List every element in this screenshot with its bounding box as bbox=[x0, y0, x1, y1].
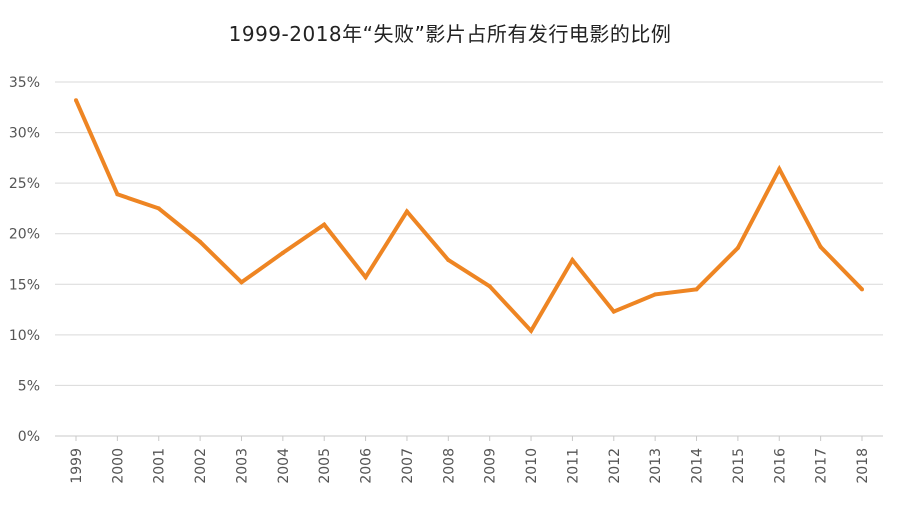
data-point bbox=[322, 222, 327, 227]
y-tick-label: 15% bbox=[9, 277, 40, 293]
data-point bbox=[653, 292, 658, 297]
data-point bbox=[115, 192, 120, 197]
y-tick-label: 10% bbox=[9, 328, 40, 344]
x-axis-ticks: 1999 2000 2001 2002 2003 2004 2005 2006 2007 2008… bbox=[69, 436, 871, 484]
x-tick-label: 1999 bbox=[69, 448, 85, 484]
grid-layer bbox=[55, 81, 883, 437]
x-tick-label: 2012 bbox=[607, 448, 623, 484]
data-point bbox=[570, 258, 575, 263]
data-point bbox=[404, 209, 409, 214]
x-tick-label: 2008 bbox=[441, 448, 457, 484]
chart-title: 1999-2018年“失败”影片占所有发行电影的比例 bbox=[228, 22, 672, 46]
x-tick-label: 2011 bbox=[565, 448, 581, 484]
x-tick-label: 2001 bbox=[152, 448, 168, 484]
data-point bbox=[529, 328, 534, 333]
x-tick-label: 2015 bbox=[731, 448, 747, 484]
x-tick-label: 2006 bbox=[359, 448, 375, 484]
series-layer bbox=[74, 98, 864, 335]
y-tick-label: 35% bbox=[9, 75, 40, 91]
y-axis-ticks: 0% 5% 10% 15% 20% 25% 30% 35% bbox=[9, 75, 40, 445]
data-point bbox=[198, 239, 203, 244]
data-point bbox=[487, 284, 492, 289]
data-point bbox=[611, 309, 616, 314]
x-tick-label: 2014 bbox=[690, 448, 706, 484]
data-point bbox=[860, 287, 864, 292]
x-tick-label: 2005 bbox=[317, 448, 333, 484]
data-point bbox=[363, 275, 368, 280]
data-point bbox=[156, 206, 161, 211]
x-tick-label: 2000 bbox=[110, 448, 126, 484]
data-point bbox=[280, 250, 285, 255]
x-tick-label: 2004 bbox=[276, 448, 292, 484]
y-tick-label: 30% bbox=[9, 126, 40, 142]
data-point bbox=[818, 244, 823, 249]
y-tick-label: 20% bbox=[9, 227, 40, 243]
x-tick-label: 2016 bbox=[772, 448, 788, 484]
x-tick-label: 2009 bbox=[483, 448, 499, 484]
data-point bbox=[239, 280, 244, 285]
data-point bbox=[446, 258, 451, 263]
data-point bbox=[735, 245, 740, 250]
y-tick-label: 0% bbox=[18, 429, 40, 445]
data-point bbox=[74, 98, 78, 103]
y-tick-label: 25% bbox=[9, 176, 40, 192]
x-tick-label: 2002 bbox=[193, 448, 209, 484]
x-tick-label: 2013 bbox=[648, 448, 664, 484]
data-point bbox=[777, 166, 782, 171]
x-tick-label: 2017 bbox=[814, 448, 830, 484]
series-line bbox=[74, 99, 864, 335]
data-point bbox=[694, 287, 699, 292]
y-tick-label: 5% bbox=[18, 378, 40, 394]
x-tick-label: 2003 bbox=[234, 448, 250, 484]
x-tick-label: 2018 bbox=[855, 448, 871, 484]
x-tick-label: 2007 bbox=[400, 448, 416, 484]
x-tick-label: 2010 bbox=[524, 448, 540, 484]
